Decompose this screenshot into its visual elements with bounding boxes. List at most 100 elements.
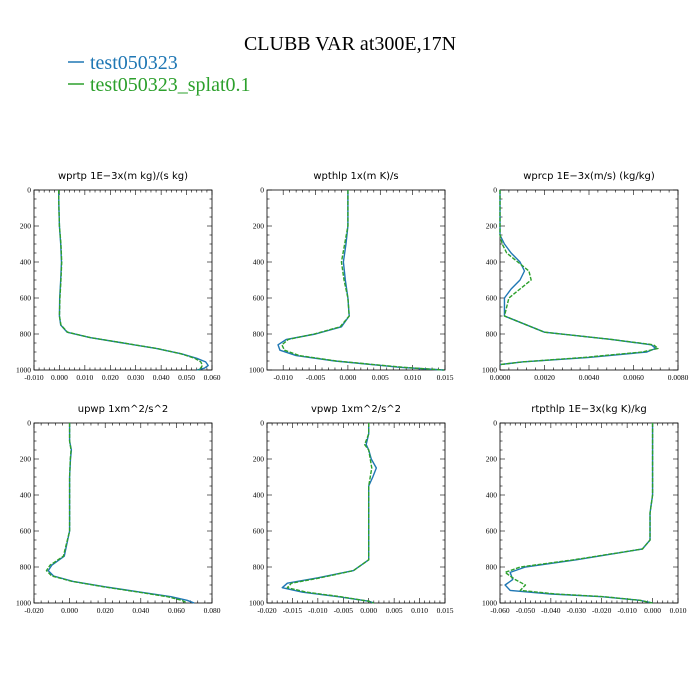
panel-4: upwp 1xm^2/s^2 -0.020 0.000 0.020 0.040 0.060…	[16, 404, 221, 615]
x-tick-label: 0.005	[372, 373, 389, 382]
y-tick-label: 800	[253, 330, 265, 339]
panel-1: wprtp 1E−3x(m kg)/(s kg) -0.010 0.000 0.010…	[16, 171, 221, 382]
y-tick-label: 1000	[249, 599, 264, 608]
plot-frame	[266, 422, 446, 604]
x-tick-label: 0.040	[132, 606, 149, 615]
x-tick-label: 0.010	[670, 606, 687, 615]
x-tick-label: -0.040	[541, 606, 561, 615]
y-tick-label: 200	[253, 222, 265, 231]
series-line-splat	[286, 423, 375, 604]
panel-6: rtpthlp 1E−3x(kg K)/kg -0.060 -0.050 -0.040…	[482, 404, 687, 615]
y-tick-label: 1000	[16, 366, 31, 375]
figure-title: CLUBB VAR at300E,17N	[244, 33, 456, 55]
x-tick-label: -0.010	[24, 373, 44, 382]
x-tick-label: 0.005	[386, 606, 403, 615]
x-tick-label: -0.005	[334, 606, 354, 615]
x-tick-label: 0.000	[644, 606, 661, 615]
x-tick-label: 0.040	[153, 373, 170, 382]
y-tick-label: 1000	[482, 366, 497, 375]
panel-title: vpwp 1xm^2/s^2	[311, 404, 401, 415]
y-tick-label: 200	[486, 455, 498, 464]
x-tick-label: 0.060	[168, 606, 185, 615]
plot-frame	[266, 189, 446, 371]
x-tick-label: 0.010	[76, 373, 93, 382]
plot-frame	[499, 189, 679, 371]
y-tick-label: 600	[253, 294, 265, 303]
x-tick-label: 0.030	[127, 373, 144, 382]
y-tick-label: 600	[20, 294, 32, 303]
x-tick-label: -0.010	[308, 606, 328, 615]
y-tick-label: 0	[27, 186, 31, 195]
plot-frame	[33, 422, 213, 604]
legend-label-1: test050323_splat0.1	[90, 74, 251, 96]
x-tick-label: 0.015	[437, 606, 454, 615]
x-tick-label: -0.020	[24, 606, 44, 615]
y-tick-label: 0	[493, 186, 497, 195]
x-tick-label: 0.020	[102, 373, 119, 382]
x-tick-label: 0.020	[97, 606, 114, 615]
panel-2: wpthlp 1x(m K)/s -0.010 -0.005 0.000 0.005 0.…	[249, 171, 454, 382]
x-tick-label: 0.0000	[490, 373, 511, 382]
y-tick-label: 600	[253, 527, 265, 536]
panel-title: wprtp 1E−3x(m kg)/(s kg)	[58, 171, 188, 182]
series-line-test050323	[57, 189, 209, 371]
panel-3: wprcp 1E−3x(m/s) (kg/kg) 0.0000 0.0020 0.00…	[482, 171, 689, 382]
panels-group: wprtp 1E−3x(m kg)/(s kg) -0.010 0.000 0.010…	[16, 171, 689, 615]
legend-label-0: test050323	[90, 52, 178, 74]
x-tick-label: 0.000	[61, 606, 78, 615]
y-tick-label: 600	[486, 294, 498, 303]
series-line-test050323	[504, 423, 654, 604]
series-line-splat	[499, 190, 659, 366]
y-tick-label: 600	[20, 527, 32, 536]
series-line-splat	[504, 423, 654, 604]
y-tick-label: 400	[486, 491, 498, 500]
series-line-splat	[57, 189, 204, 371]
y-tick-label: 400	[253, 258, 265, 267]
x-tick-label: 0.000	[51, 373, 68, 382]
x-tick-label: 0.0020	[534, 373, 555, 382]
panel-title: upwp 1xm^2/s^2	[78, 404, 168, 415]
y-tick-label: 800	[20, 563, 32, 572]
x-tick-label: 0.050	[178, 373, 195, 382]
y-tick-label: 400	[20, 491, 32, 500]
x-tick-label: 0.010	[411, 606, 428, 615]
x-tick-label: 0.060	[204, 373, 221, 382]
x-tick-label: 0.0040	[579, 373, 600, 382]
series-line-splat	[281, 190, 444, 371]
x-tick-label: 0.0080	[668, 373, 689, 382]
y-tick-label: 400	[253, 491, 265, 500]
x-tick-label: -0.050	[516, 606, 536, 615]
y-tick-label: 200	[253, 455, 265, 464]
panel-title: rtpthlp 1E−3x(kg K)/kg	[531, 404, 646, 415]
x-tick-label: 0.010	[404, 373, 421, 382]
y-tick-label: 200	[20, 455, 32, 464]
series-line-test050323	[499, 190, 657, 366]
plot-frame	[499, 422, 679, 604]
y-tick-label: 600	[486, 527, 498, 536]
x-tick-label: -0.060	[490, 606, 510, 615]
x-tick-label: -0.015	[283, 606, 303, 615]
x-tick-label: -0.010	[617, 606, 637, 615]
legend: test050323 test050323_splat0.1	[68, 52, 251, 96]
y-tick-label: 800	[20, 330, 32, 339]
series-line-splat	[45, 423, 188, 604]
y-tick-label: 800	[486, 330, 498, 339]
x-tick-label: -0.030	[567, 606, 587, 615]
y-tick-label: 200	[20, 222, 32, 231]
x-tick-label: -0.010	[273, 373, 293, 382]
x-tick-label: -0.020	[257, 606, 277, 615]
y-tick-label: 1000	[249, 366, 264, 375]
y-tick-label: 800	[486, 563, 498, 572]
y-tick-label: 0	[260, 419, 264, 428]
panel-title: wprcp 1E−3x(m/s) (kg/kg)	[523, 171, 655, 182]
y-tick-label: 200	[486, 222, 498, 231]
x-tick-label: -0.020	[592, 606, 612, 615]
y-tick-label: 400	[20, 258, 32, 267]
x-tick-label: 0.000	[360, 606, 377, 615]
panel-title: wpthlp 1x(m K)/s	[313, 171, 398, 182]
y-tick-label: 400	[486, 258, 498, 267]
y-tick-label: 1000	[16, 599, 31, 608]
series-line-test050323	[277, 190, 444, 371]
y-tick-label: 0	[493, 419, 497, 428]
